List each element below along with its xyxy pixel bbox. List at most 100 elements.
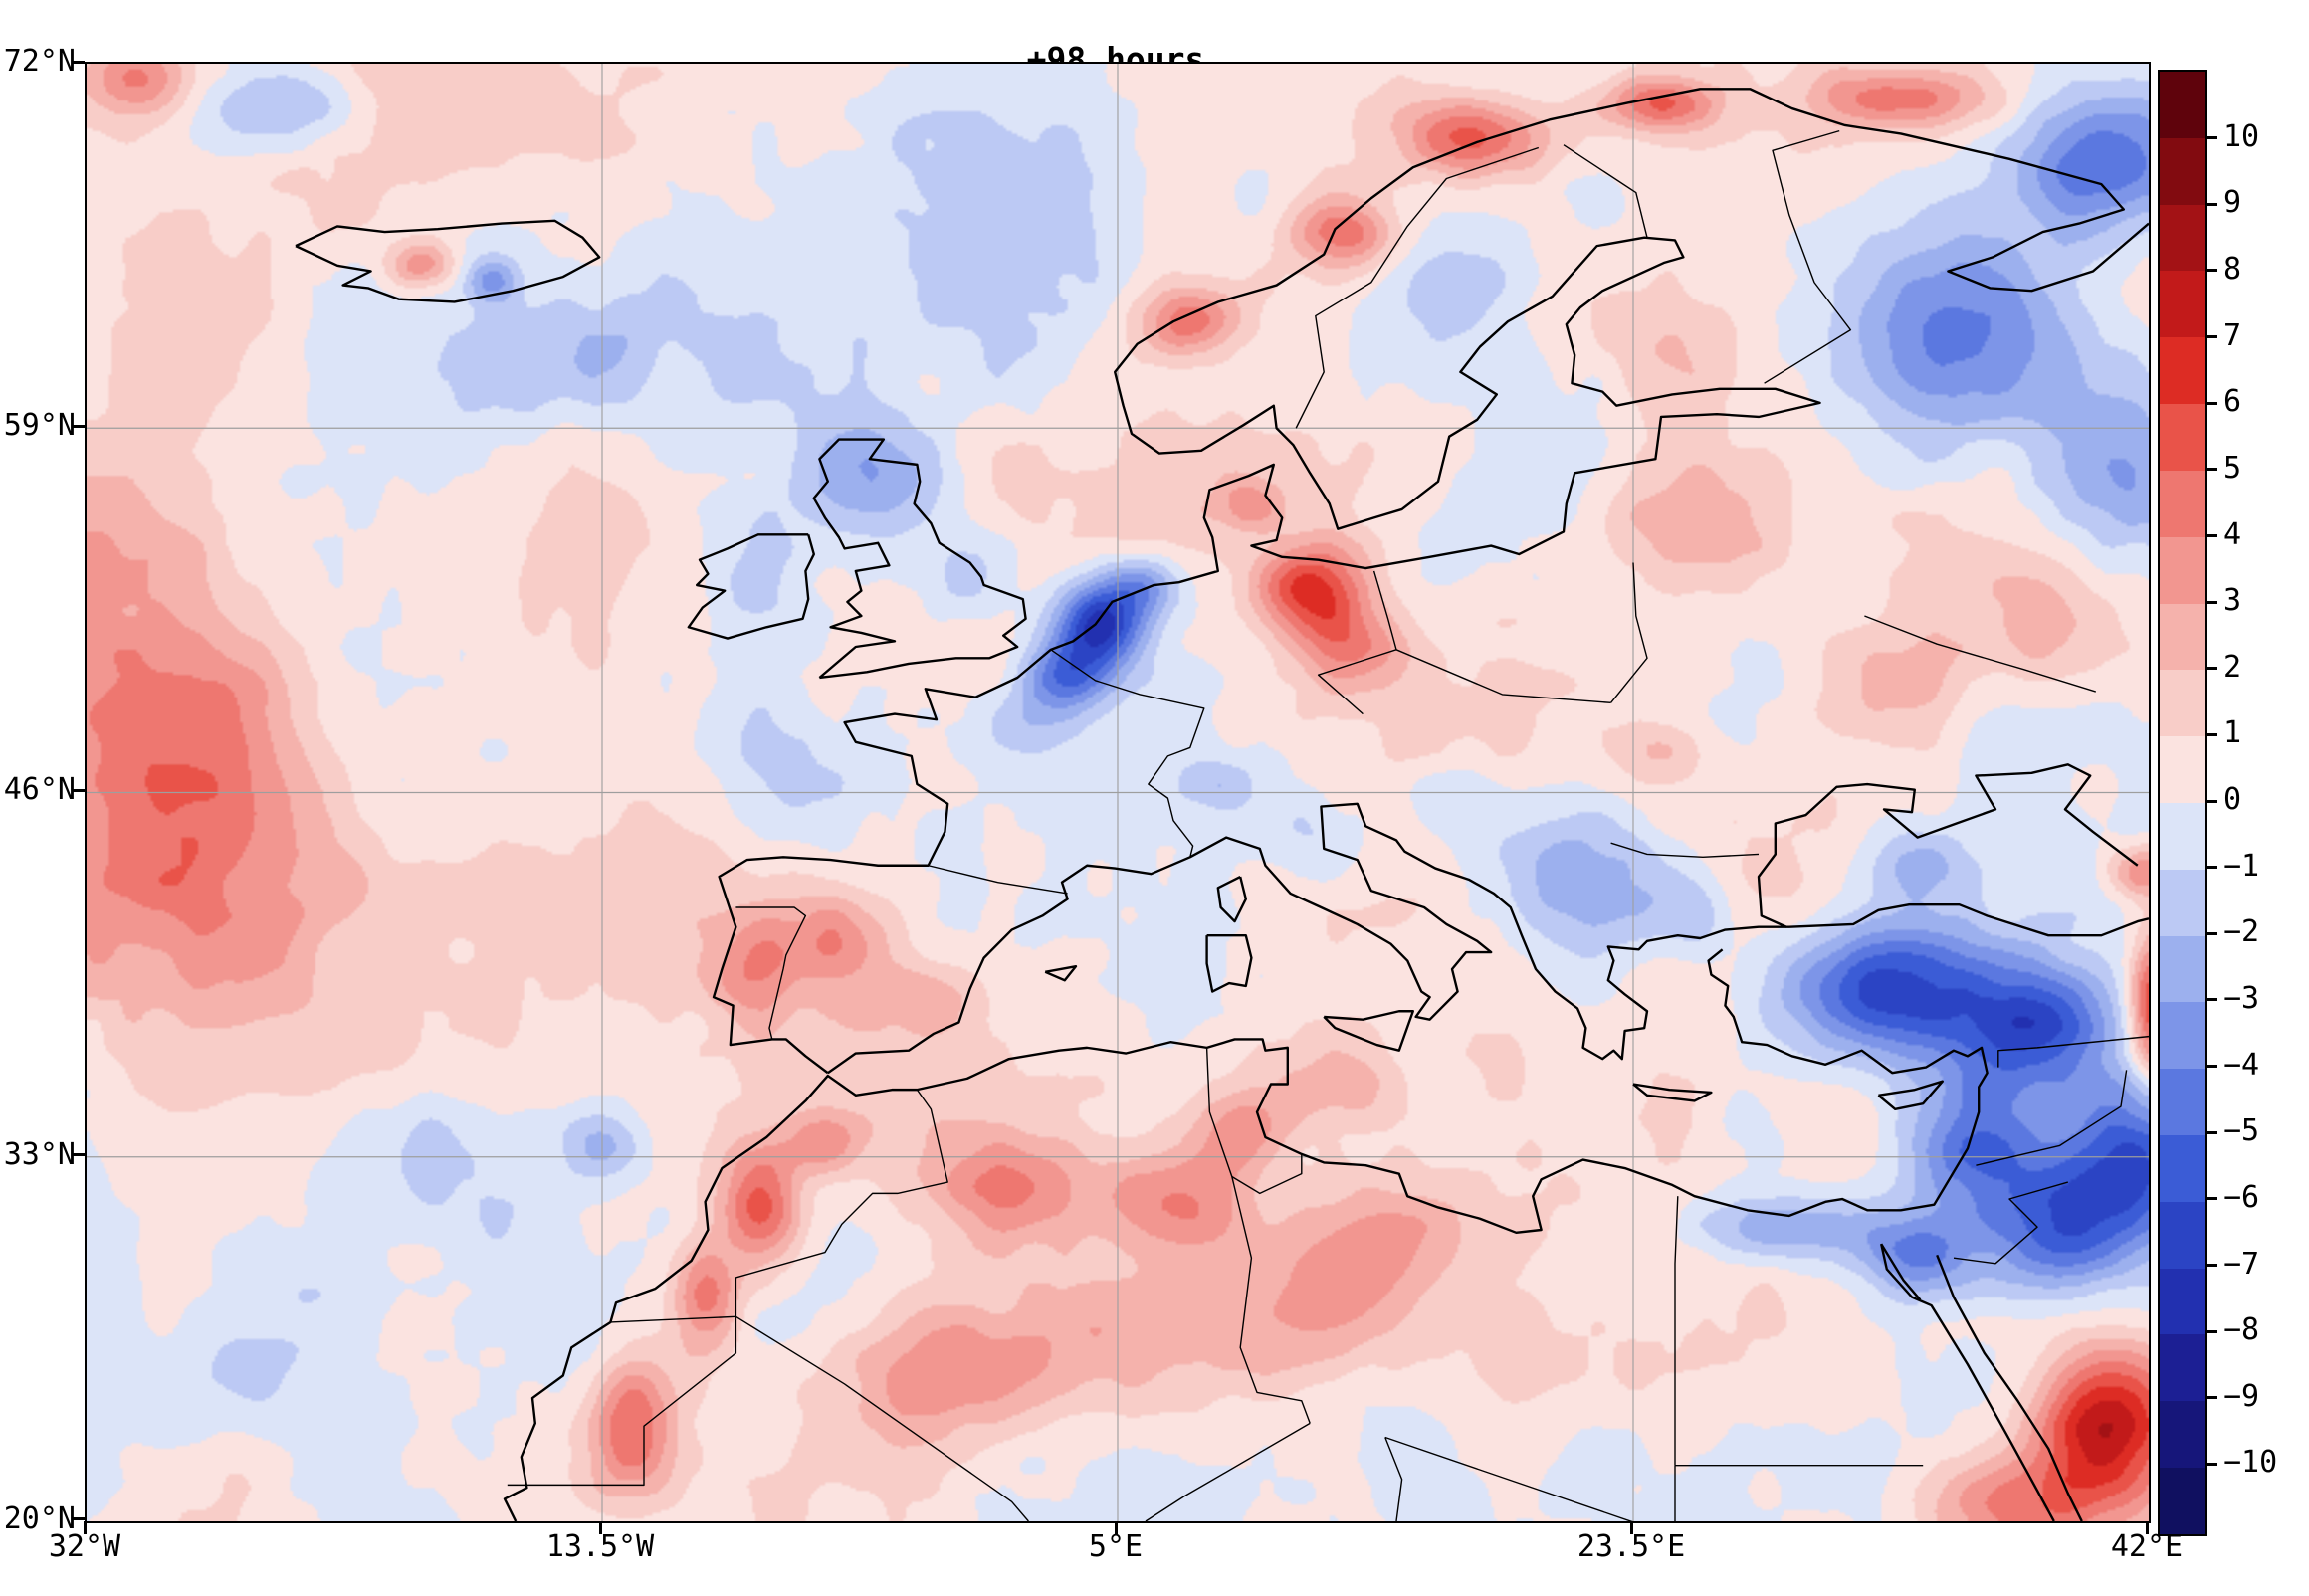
lon-axis-tick — [84, 1521, 87, 1534]
colorbar-tick-label: −4 — [2223, 1047, 2260, 1083]
country-border — [735, 1089, 948, 1317]
colorbar-tick-label: 10 — [2223, 118, 2260, 154]
colorbar-band — [2160, 1135, 2205, 1202]
colorbar-band — [2160, 1268, 2205, 1335]
colorbar-tick — [2207, 534, 2217, 537]
country-border — [1610, 562, 1648, 703]
colorbar-tick — [2207, 866, 2217, 870]
colorbar-tick-label: 4 — [2223, 516, 2242, 552]
colorbar-band — [2160, 1401, 2205, 1469]
colorbar-band — [2160, 935, 2205, 1003]
lon-axis-tick — [1115, 1521, 1118, 1534]
colorbar-band — [2160, 736, 2205, 803]
coastline — [1757, 763, 2139, 928]
lat-axis-tick — [72, 789, 85, 792]
country-border — [1231, 1176, 1311, 1424]
country-border — [1317, 570, 1397, 715]
colorbar-tick-label: −1 — [2223, 848, 2260, 884]
colorbar-tick — [2207, 1462, 2217, 1466]
country-border — [1205, 1047, 1233, 1177]
lon-axis-tick — [1630, 1521, 1633, 1534]
colorbar-tick — [2207, 1130, 2217, 1134]
coastline — [1632, 1083, 1713, 1102]
colorbar-tick-label: −2 — [2223, 914, 2260, 950]
colorbar-tick-label: 6 — [2223, 384, 2242, 420]
lon-axis-label: 42°E — [2110, 1529, 2184, 1564]
country-border — [1395, 649, 1611, 704]
colorbar-tick — [2207, 667, 2217, 671]
coastline — [1205, 933, 1253, 993]
colorbar-tick-label: 2 — [2223, 649, 2242, 685]
coastline — [1880, 1243, 2055, 1521]
colorbar-tick-label: 1 — [2223, 715, 2242, 751]
colorbar-tick — [2207, 202, 2217, 206]
colorbar-band — [2160, 670, 2205, 737]
colorbar-band — [2160, 603, 2205, 671]
country-border — [735, 906, 807, 1040]
colorbar-tick-label: −5 — [2223, 1113, 2260, 1149]
country-border — [1050, 649, 1205, 858]
colorbar-band — [2160, 1002, 2205, 1070]
colorbar-tick — [2207, 335, 2217, 338]
coastline — [827, 802, 2149, 1075]
colorbar-tick — [2207, 269, 2217, 273]
country-border — [1384, 1436, 1633, 1521]
country-border — [1563, 144, 1648, 238]
country-border — [1953, 1181, 2068, 1265]
colorbar-tick — [2207, 931, 2217, 935]
colorbar-band — [2160, 204, 2205, 272]
colorbar-band — [2160, 1069, 2205, 1135]
colorbar-tick-label: −9 — [2223, 1378, 2260, 1414]
map-area — [85, 62, 2151, 1523]
coastline — [1877, 1080, 1944, 1111]
country-border — [1976, 1070, 2128, 1166]
colorbar-band — [2160, 271, 2205, 338]
colorbar-band — [2160, 72, 2205, 138]
lat-axis-tick — [72, 1153, 85, 1156]
colorbar-tick-label: −10 — [2223, 1445, 2278, 1481]
colorbar-band — [2160, 802, 2205, 870]
colorbar-band — [2160, 1468, 2205, 1534]
colorbar-tick — [2207, 1197, 2217, 1201]
country-border — [1864, 615, 2097, 693]
coastline — [1936, 1254, 2083, 1521]
lon-axis-label: 5°E — [1088, 1529, 1144, 1564]
colorbar-tick-label: 8 — [2223, 251, 2242, 287]
colorbar-tick — [2207, 1396, 2217, 1400]
colorbar-tick-label: 5 — [2223, 450, 2242, 486]
country-border — [1384, 1437, 1403, 1521]
colorbar-tick — [2207, 600, 2217, 604]
colorbar-tick — [2207, 998, 2217, 1002]
colorbar-tick-label: −3 — [2223, 980, 2260, 1016]
colorbar-tick-label: −8 — [2223, 1312, 2260, 1348]
lon-axis-label: 32°W — [48, 1529, 121, 1564]
coastline — [503, 948, 1989, 1521]
coastline — [712, 88, 2149, 1075]
colorbar-band — [2160, 337, 2205, 405]
colorbar-tick — [2207, 799, 2217, 803]
coastline — [295, 219, 601, 303]
coastline — [687, 533, 815, 640]
lat-axis-label: 72°N — [3, 44, 76, 79]
colorbar-band — [2160, 1334, 2205, 1402]
colorbar-band — [2160, 536, 2205, 604]
colorbar-tick-label: −7 — [2223, 1246, 2260, 1282]
colorbar-tick-label: 0 — [2223, 782, 2242, 817]
colorbar-tick — [2207, 136, 2217, 140]
country-border — [1674, 1196, 1679, 1466]
country-border — [1231, 1153, 1303, 1195]
country-border — [735, 1315, 1029, 1521]
coastline — [812, 438, 1027, 680]
country-border — [507, 1316, 737, 1487]
colorbar-tick — [2207, 1264, 2217, 1267]
colorbar-tick — [2207, 1329, 2217, 1333]
lat-axis-tick — [72, 425, 85, 428]
country-border — [1764, 129, 1852, 384]
colorbar-band — [2160, 1201, 2205, 1269]
lat-axis-label: 59°N — [3, 408, 76, 443]
colorbar-band — [2160, 137, 2205, 205]
colorbar-tick — [2207, 401, 2217, 405]
colorbar — [2158, 70, 2207, 1536]
country-border — [1610, 842, 1760, 859]
